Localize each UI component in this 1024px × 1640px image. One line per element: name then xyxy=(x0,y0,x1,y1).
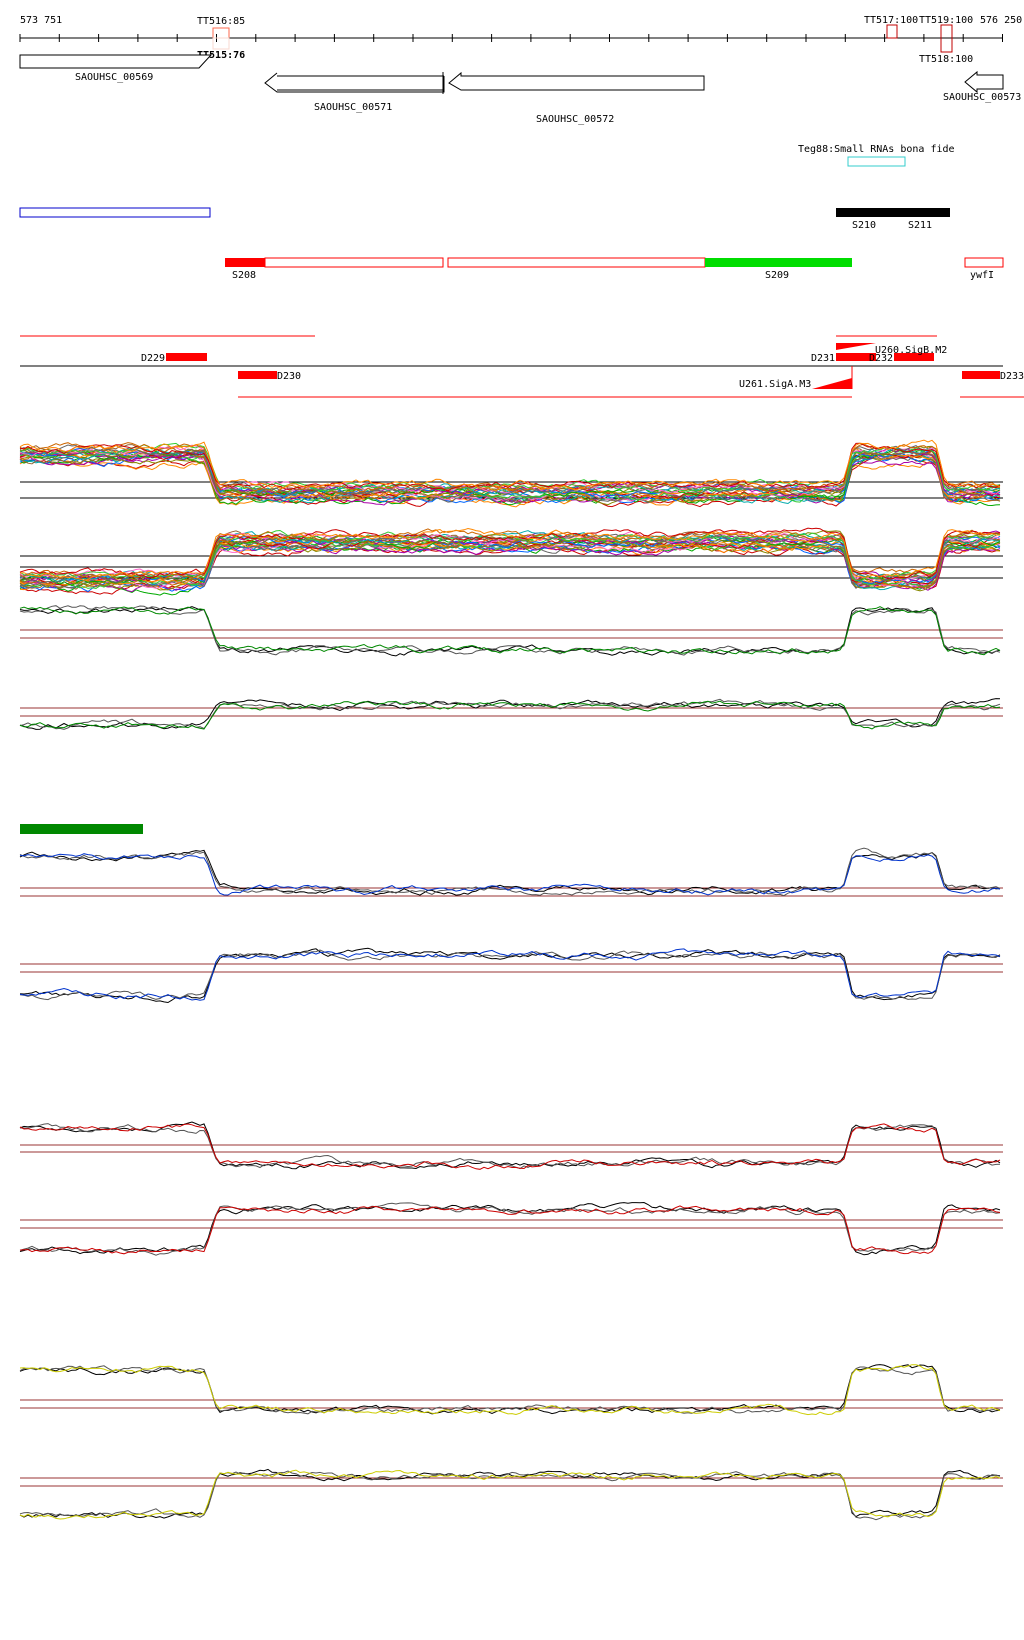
segment-label: D229 xyxy=(141,353,165,364)
segment-d229[interactable] xyxy=(166,353,207,361)
expression-trace xyxy=(19,1123,1001,1170)
gene-label: SAOUHSC_00571 xyxy=(314,102,392,113)
gene-label: SAOUHSC_00569 xyxy=(75,72,153,83)
d-segment-track: D229 D230 D231 D232 D233 U260.SigB.M2 U2… xyxy=(20,335,1024,398)
segment-label: ywfI xyxy=(970,270,994,281)
segment-label: D231 xyxy=(811,353,835,364)
terminator-tt517[interactable] xyxy=(886,24,898,39)
expression-trace xyxy=(19,948,1001,1001)
expression-trace xyxy=(20,1123,1001,1170)
expression-trace xyxy=(19,1202,1001,1256)
gene-label: SAOUHSC_00573 xyxy=(943,92,1021,103)
expression-trace xyxy=(19,444,1001,495)
expression-trace xyxy=(19,527,1001,580)
gene-arrow[interactable] xyxy=(264,72,445,93)
segment-d232[interactable] xyxy=(894,353,934,361)
terminator-label: TT518:100 xyxy=(919,54,973,65)
promoter-u260[interactable] xyxy=(836,343,876,350)
teg88-srna-box[interactable] xyxy=(847,156,906,167)
expression-trace xyxy=(19,949,1001,1001)
segment-label: S211 xyxy=(908,220,932,231)
expression-trace xyxy=(19,453,1001,504)
expression-trace xyxy=(19,439,1001,492)
expression-trace xyxy=(19,454,1001,508)
segment-label: D230 xyxy=(277,371,301,382)
ruler: 573 751 576 250 xyxy=(19,15,1022,42)
expression-trace xyxy=(19,442,1001,492)
terminator-tt516[interactable] xyxy=(212,27,230,39)
teg-label: Teg88:Small RNAs bona fide xyxy=(798,144,955,155)
segment-label: S208 xyxy=(232,270,256,281)
expression-trace xyxy=(19,853,1001,896)
terminator-tt515[interactable] xyxy=(212,37,230,50)
gene-arrow[interactable] xyxy=(964,70,1004,94)
expression-trace xyxy=(19,700,1001,730)
segment-d230[interactable] xyxy=(238,371,277,379)
expression-trace xyxy=(19,453,1001,508)
ruler-end: 576 250 xyxy=(980,15,1022,26)
terminator-label: TT515:76 xyxy=(197,50,245,61)
expression-trace xyxy=(19,1470,1001,1521)
expression-trace xyxy=(19,541,1001,593)
segment-label: D232 xyxy=(869,353,893,364)
terminator-label: TT517:100 xyxy=(864,15,918,26)
segment-label: S210 xyxy=(852,220,876,231)
terminators[interactable]: TT516:85 TT515:76 TT517:100 TT519:100 TT… xyxy=(197,15,973,65)
segment-s208[interactable] xyxy=(264,257,444,268)
expression-trace xyxy=(19,529,1001,582)
segment-d233[interactable] xyxy=(962,371,1000,379)
segment-s209[interactable] xyxy=(705,258,852,267)
expression-trace xyxy=(19,606,1001,656)
expression-trace xyxy=(19,442,1001,493)
promoter-label: U261.SigA.M3 xyxy=(739,379,811,390)
terminator-label: TT516:85 xyxy=(197,16,245,27)
gene-arrow[interactable] xyxy=(448,71,705,91)
segment-label: S209 xyxy=(765,270,789,281)
segment-label: D233 xyxy=(1000,371,1024,382)
expression-trace xyxy=(19,847,1001,897)
segment-s209-outline[interactable] xyxy=(447,257,706,268)
segment-s208-fill[interactable] xyxy=(225,258,265,267)
segment-d231[interactable] xyxy=(836,353,876,361)
genes[interactable]: SAOUHSC_00569 SAOUHSC_00571 SAOUHSC_0057… xyxy=(19,54,1021,125)
expression-trace xyxy=(19,1364,1001,1416)
segment-ywfi[interactable] xyxy=(964,257,1004,268)
promoter-label: U260.SigB.M2 xyxy=(875,345,947,356)
gene-label: SAOUHSC_00572 xyxy=(536,114,614,125)
terminator-label: TT519:100 xyxy=(919,15,973,26)
green-marker-bar xyxy=(20,824,143,834)
segment-s210-s211[interactable] xyxy=(836,208,950,217)
expression-trace xyxy=(19,528,1001,580)
ruler-start: 573 751 xyxy=(20,15,62,26)
ruler-ticks xyxy=(19,34,1003,42)
expression-trace xyxy=(19,1469,1001,1520)
expression-trace xyxy=(19,1205,1001,1255)
promoter-u261[interactable] xyxy=(812,378,852,389)
expression-trace xyxy=(19,530,1001,583)
terminator-tt519-tt518[interactable] xyxy=(940,24,953,53)
expression-trace xyxy=(19,605,1001,656)
expression-trace xyxy=(19,1365,1001,1415)
blue-segment[interactable] xyxy=(19,207,211,218)
expression-trace xyxy=(19,527,1001,581)
expression-plots xyxy=(19,439,1003,1521)
gene-arrow[interactable] xyxy=(19,54,213,69)
